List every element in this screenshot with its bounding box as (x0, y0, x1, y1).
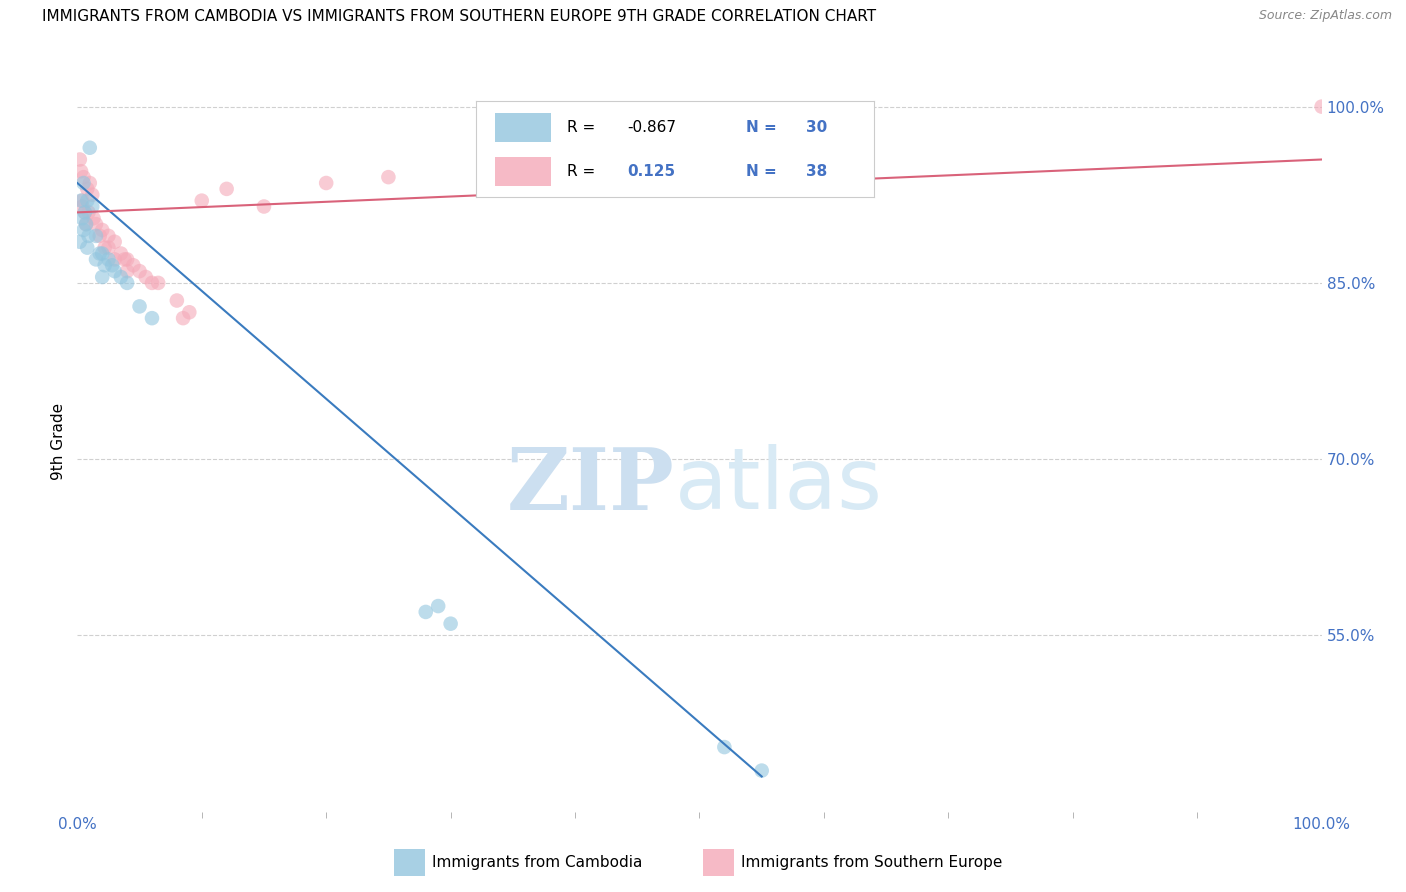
Point (97, 252, 120, 267)
Point (72, 194, 94, 208)
Point (77, 228, 100, 243)
Point (104, 264, 127, 278)
Point (440, 616, 463, 631)
Point (70, 164, 93, 178)
Point (166, 293, 188, 308)
Point (72, 170, 94, 185)
Point (128, 264, 150, 278)
Point (84, 228, 107, 243)
Point (72, 223, 94, 237)
Text: Source: ZipAtlas.com: Source: ZipAtlas.com (1258, 9, 1392, 22)
Point (76, 194, 98, 208)
Point (115, 252, 138, 267)
Point (76, 241, 98, 255)
Point (83, 211, 105, 226)
Point (73, 205, 96, 219)
Point (82, 200, 104, 214)
Point (91, 246, 114, 260)
Point (75, 217, 97, 231)
Point (97, 228, 120, 243)
Point (115, 276, 138, 290)
Point (79, 176, 101, 190)
Point (115, 264, 138, 278)
Y-axis label: 9th Grade: 9th Grade (51, 403, 66, 480)
Point (315, 176, 337, 190)
Point (110, 270, 132, 285)
Point (69, 235, 91, 249)
Point (91, 223, 114, 237)
Point (70, 194, 93, 208)
Point (377, 170, 399, 185)
Point (122, 258, 145, 272)
Point (148, 276, 170, 290)
Point (427, 599, 450, 613)
Point (72, 176, 94, 190)
Point (84, 252, 107, 267)
Point (104, 235, 127, 249)
Point (73, 205, 96, 219)
Text: Immigrants from Cambodia: Immigrants from Cambodia (432, 855, 643, 870)
Point (415, 605, 437, 619)
Point (89, 246, 111, 260)
Text: ZIP: ZIP (506, 444, 675, 528)
Point (79, 141, 101, 155)
Point (1310, 100, 1333, 114)
Point (104, 252, 127, 267)
Point (128, 299, 150, 313)
Point (713, 740, 735, 755)
Point (253, 200, 276, 214)
Point (82, 187, 104, 202)
Point (114, 252, 136, 267)
Point (89, 228, 111, 243)
Point (77, 205, 100, 219)
Point (101, 258, 124, 272)
Point (72, 200, 94, 214)
Text: IMMIGRANTS FROM CAMBODIA VS IMMIGRANTS FROM SOUTHERN EUROPE 9TH GRADE CORRELATIO: IMMIGRANTS FROM CAMBODIA VS IMMIGRANTS F… (42, 9, 876, 24)
Text: Immigrants from Southern Europe: Immigrants from Southern Europe (741, 855, 1002, 870)
Point (97, 241, 120, 255)
Point (76, 182, 98, 196)
Point (135, 270, 157, 285)
Point (72, 211, 94, 226)
Point (215, 182, 238, 196)
Text: atlas: atlas (675, 444, 883, 527)
Point (172, 311, 194, 326)
Point (751, 764, 773, 778)
Point (141, 311, 163, 326)
Point (75, 217, 97, 231)
Point (69, 153, 91, 167)
Point (91, 270, 114, 285)
Point (93, 258, 115, 272)
Point (141, 276, 163, 290)
Point (84, 217, 107, 231)
Point (110, 246, 132, 260)
Point (179, 305, 201, 319)
Point (93, 241, 115, 255)
Point (191, 194, 214, 208)
